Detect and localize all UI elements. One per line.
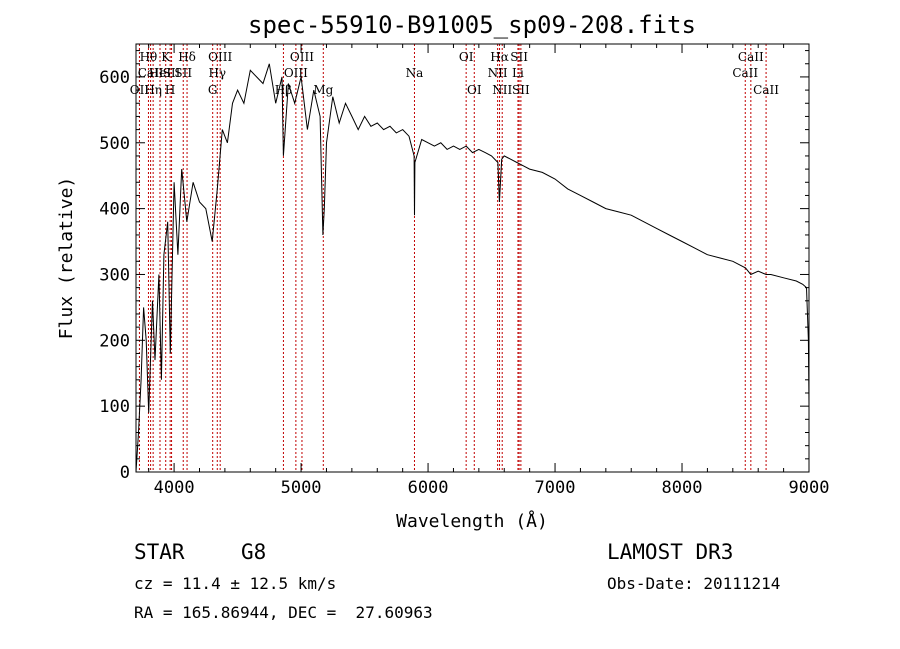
line-marker-label: H	[165, 83, 175, 97]
x-tick-label: 9000	[789, 478, 830, 498]
line-marker-label: Na	[406, 66, 424, 80]
line-marker-label: Hδ	[178, 50, 196, 64]
line-marker-label: K	[161, 50, 171, 64]
line-marker-label: NII	[492, 83, 512, 97]
line-marker-label: OI	[459, 50, 474, 64]
line-marker-label: Hα	[490, 50, 509, 64]
line-marker-label: CaII	[732, 66, 758, 80]
spectrum-line	[135, 63, 810, 473]
chart-title: spec-55910-B91005_sp09-208.fits	[248, 11, 696, 39]
y-tick-label: 400	[99, 200, 130, 220]
x-axis-ticks: 4000 5000 6000 7000 8000 9000	[148, 44, 830, 498]
line-marker-label: SII	[510, 50, 528, 64]
x-tick-label: 6000	[408, 478, 449, 498]
line-marker-label: SII	[163, 66, 181, 80]
line-markers	[138, 44, 767, 472]
line-marker-label: OIII	[284, 66, 308, 80]
line-marker-label: Mg	[313, 83, 333, 97]
plot-frame	[135, 43, 810, 473]
line-marker-label: Li	[512, 66, 524, 80]
line-marker-label: Hθ	[140, 50, 158, 64]
line-marker-label: G	[208, 83, 218, 97]
line-marker-label: OIII	[290, 50, 314, 64]
line-marker-label: CaII	[738, 50, 764, 64]
x-tick-label: 5000	[281, 478, 322, 498]
redshift-cz: cz = 11.4 ± 12.5 km/s	[134, 574, 337, 593]
observation-date: Obs-Date: 20111214	[607, 574, 781, 593]
line-marker-label: CaII	[753, 83, 779, 97]
survey-name: LAMOST DR3	[607, 540, 734, 564]
y-tick-label: 300	[99, 265, 130, 285]
line-marker-label: SII	[174, 66, 192, 80]
line-marker-labels: HθCaIIOIIHηKHeISIIHHδSIIOIIIHγGOIIIOIIIH…	[130, 50, 779, 97]
line-marker-label: SII	[512, 83, 530, 97]
y-tick-label: 200	[99, 331, 130, 351]
x-tick-label: 4000	[154, 478, 195, 498]
y-axis-label: Flux (relative)	[56, 177, 77, 340]
y-axis-ticks: 0 100 200 300 400 500 600	[99, 50, 809, 483]
line-marker-label: OI	[467, 83, 482, 97]
line-marker-label: OIII	[208, 50, 232, 64]
object-class: STAR	[134, 540, 185, 564]
object-subclass: G8	[241, 540, 267, 564]
line-marker-label: Hη	[144, 83, 162, 97]
line-marker-label: HeI	[149, 66, 172, 80]
y-tick-label: 0	[120, 463, 130, 483]
line-marker-label: Hγ	[208, 66, 226, 80]
x-tick-label: 8000	[662, 478, 703, 498]
line-marker-label: NII	[488, 66, 508, 80]
y-tick-label: 600	[99, 68, 130, 88]
sky-coordinates: RA = 165.86944, DEC = 27.60963	[134, 603, 433, 622]
x-tick-label: 7000	[535, 478, 576, 498]
y-tick-label: 100	[99, 397, 130, 417]
x-axis-label: Wavelength (Å)	[396, 510, 548, 532]
y-tick-label: 500	[99, 134, 130, 154]
